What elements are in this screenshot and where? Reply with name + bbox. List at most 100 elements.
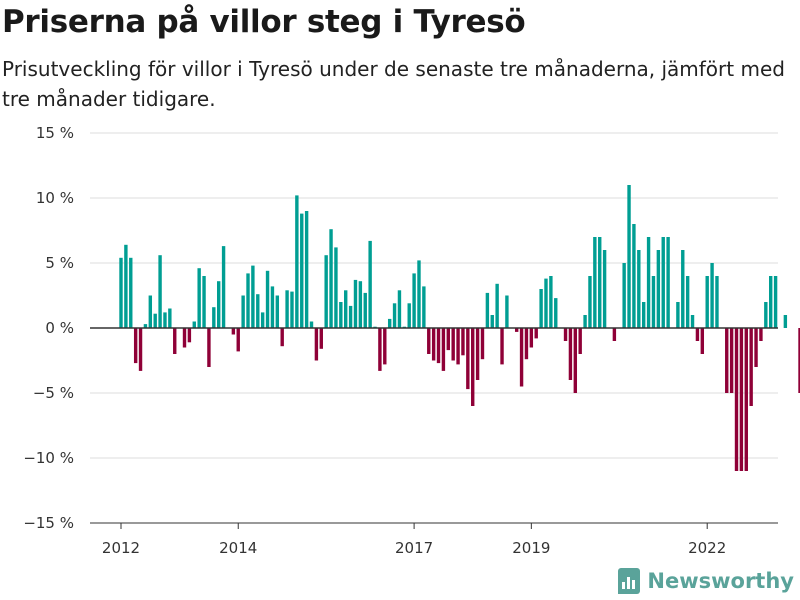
bar: [324, 255, 328, 328]
bar: [236, 328, 240, 352]
bar: [514, 328, 519, 332]
bar: [265, 270, 270, 328]
bar: [637, 250, 641, 328]
bar: [319, 328, 323, 349]
bar: [764, 302, 768, 328]
bar: [461, 328, 465, 356]
bar: [290, 291, 294, 328]
bar: [471, 328, 475, 406]
bar: [583, 315, 587, 328]
bar: [143, 324, 148, 328]
bar: [119, 257, 123, 328]
bar: [798, 328, 800, 393]
bar: [260, 312, 265, 328]
bar: [725, 328, 729, 393]
bar: [344, 290, 348, 328]
bar: [246, 273, 250, 328]
bar: [339, 302, 343, 328]
bar: [710, 263, 714, 328]
bar: [568, 328, 573, 380]
bar: [529, 328, 534, 348]
bar: [534, 328, 538, 339]
bar: [163, 312, 167, 328]
bar: [241, 295, 245, 328]
bar: [773, 276, 778, 328]
bar: [573, 328, 578, 393]
bar: [539, 289, 543, 328]
bar: [739, 328, 744, 471]
bar: [769, 276, 773, 328]
x-tick-label: 2012: [102, 539, 140, 557]
bar: [309, 321, 314, 328]
x-tick-label: 2017: [395, 539, 433, 557]
bar: [588, 276, 592, 328]
bar: [632, 224, 636, 328]
bar: [158, 255, 162, 328]
bar: [544, 278, 548, 328]
bar: [412, 273, 416, 328]
bar: [744, 328, 748, 471]
bar: [133, 328, 138, 364]
bar: [417, 260, 421, 328]
bar: [681, 250, 685, 328]
bar: [256, 294, 260, 328]
bar: [295, 195, 299, 328]
x-tick-label: 2019: [512, 539, 550, 557]
bar: [734, 328, 739, 471]
bar: [431, 328, 436, 361]
bar: [387, 318, 392, 328]
bar: [329, 229, 333, 328]
bar: [334, 247, 338, 328]
bar: [422, 286, 426, 328]
bars: [119, 185, 800, 471]
bar: [578, 328, 582, 354]
bar: [231, 328, 236, 335]
bar: [549, 276, 553, 328]
bar: [651, 276, 656, 328]
bar: [685, 276, 690, 328]
bar: [275, 295, 280, 328]
bar: [500, 328, 504, 365]
bar: [304, 211, 309, 328]
bar: [221, 246, 226, 328]
bar: [563, 328, 568, 341]
y-tick-label: −15 %: [23, 514, 74, 532]
bar: [505, 295, 509, 328]
bar: [153, 313, 157, 328]
y-tick-label: 5 %: [45, 254, 74, 272]
x-tick-label: 2014: [219, 539, 257, 557]
bar: [436, 328, 441, 364]
bar-chart-logo-icon: [618, 568, 641, 594]
bar: [602, 250, 607, 328]
bar: [480, 328, 485, 360]
bar: [314, 328, 319, 361]
bar: [270, 286, 275, 328]
bar: [202, 276, 206, 328]
bar: [173, 328, 177, 354]
bar: [656, 250, 661, 328]
bar: [392, 303, 397, 328]
bar: [641, 302, 646, 328]
bar: [661, 237, 665, 328]
bar: [451, 328, 455, 361]
bar: [251, 265, 255, 328]
bar: [407, 303, 411, 328]
bar: [666, 237, 670, 328]
y-tick-label: −5 %: [33, 384, 74, 402]
bar: [598, 237, 602, 328]
bar: [358, 281, 363, 328]
bar: [490, 315, 494, 328]
bar: [187, 328, 192, 343]
bar: [475, 328, 480, 380]
bar: [300, 213, 304, 328]
bar: [749, 328, 753, 406]
bar: [700, 328, 705, 354]
bar: [217, 281, 221, 328]
bar: [168, 308, 172, 328]
bar: [715, 276, 719, 328]
brand-name: Newsworthy: [647, 569, 794, 593]
bar: [759, 328, 763, 341]
bar: [197, 268, 201, 328]
brand-logo: Newsworthy: [618, 568, 794, 594]
bar: [427, 328, 431, 354]
